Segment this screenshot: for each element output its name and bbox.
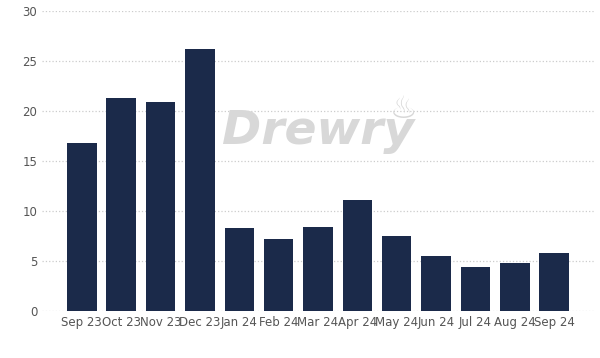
Bar [343,200,372,311]
Bar [224,228,254,311]
Bar [146,102,175,311]
Bar [539,253,569,311]
Bar [264,239,293,311]
Bar [461,267,490,311]
Bar [500,263,530,311]
Text: ♨: ♨ [390,96,417,125]
Bar [303,227,333,311]
Bar [421,256,451,311]
Bar [185,49,215,311]
Bar [106,98,136,311]
Bar [67,143,97,311]
Text: Drewry: Drewry [222,108,414,154]
Bar [382,236,412,311]
